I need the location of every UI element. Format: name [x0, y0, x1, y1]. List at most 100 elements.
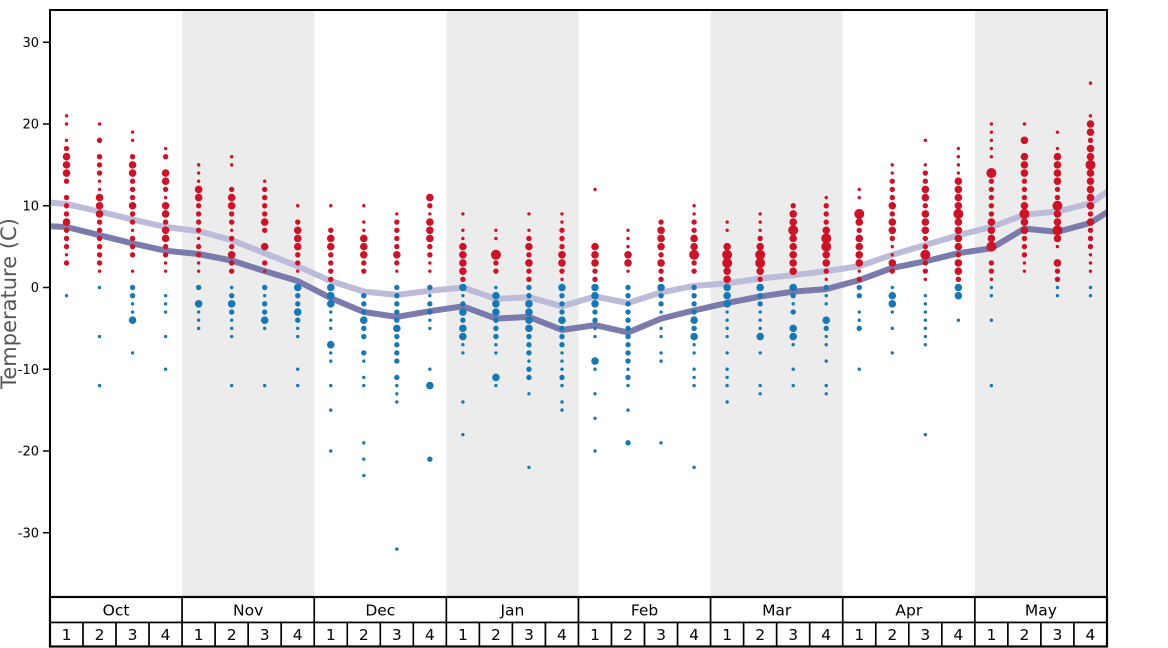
- min-temp-dot: [526, 350, 532, 356]
- max-temp-dot: [394, 219, 400, 225]
- week-label: 2: [227, 626, 237, 644]
- max-temp-dot: [788, 225, 799, 236]
- min-temp-dot: [923, 343, 928, 347]
- max-temp-dot: [426, 218, 434, 226]
- month-cell: [577, 596, 712, 624]
- min-temp-dot: [560, 400, 564, 404]
- min-temp-dot: [559, 325, 565, 332]
- min-temp-dot: [494, 351, 498, 355]
- max-temp-dot: [1021, 235, 1028, 242]
- min-temp-dot: [692, 375, 696, 380]
- min-temp-dot: [725, 318, 729, 322]
- min-temp-dot: [394, 342, 400, 348]
- min-temp-dot: [130, 310, 135, 314]
- min-temp-dot: [822, 316, 831, 325]
- max-temp-dot: [593, 187, 597, 192]
- max-temp-dot: [428, 212, 432, 216]
- max-temp-dot: [559, 268, 565, 274]
- min-temp-dot: [326, 283, 335, 292]
- max-temp-dot: [130, 228, 135, 232]
- min-temp-dot: [824, 392, 828, 396]
- max-temp-dot: [889, 194, 895, 201]
- max-temp-dot: [95, 210, 104, 218]
- min-temp-dot: [954, 283, 963, 292]
- max-temp-dot: [855, 251, 864, 259]
- week-label: 1: [722, 626, 732, 644]
- max-temp-dot: [626, 236, 630, 241]
- max-temp-dot: [888, 201, 897, 210]
- max-temp-dot: [920, 249, 931, 260]
- max-temp-dot: [63, 243, 70, 250]
- max-temp-dot: [1054, 268, 1061, 274]
- min-temp-dot: [592, 309, 598, 315]
- max-temp-dot: [1086, 193, 1095, 202]
- max-temp-dot: [162, 243, 169, 250]
- max-temp-dot: [296, 269, 300, 273]
- min-temp-dot: [459, 332, 467, 341]
- min-temp-dot: [296, 383, 300, 388]
- min-temp-dot: [625, 292, 631, 299]
- max-temp-dot: [657, 234, 665, 243]
- min-temp-dot: [361, 325, 367, 332]
- min-temp-dot: [725, 334, 729, 339]
- week-label: 1: [458, 626, 468, 644]
- min-temp-dot: [163, 310, 168, 314]
- max-temp-dot: [789, 210, 798, 218]
- min-temp-dot: [394, 309, 400, 315]
- max-temp-dot: [1086, 177, 1095, 186]
- min-temp-dot: [758, 318, 762, 322]
- min-temp-dot: [494, 343, 498, 347]
- max-temp-dot: [461, 212, 465, 216]
- min-temp-dot: [459, 324, 467, 333]
- min-temp-dot: [823, 325, 829, 332]
- max-temp-dot: [63, 145, 70, 152]
- min-temp-dot: [526, 333, 532, 340]
- max-temp-dot: [1020, 201, 1029, 210]
- week-cell: [1073, 621, 1108, 648]
- max-temp-dot: [328, 252, 334, 258]
- min-temp-dot: [758, 392, 762, 396]
- max-temp-dot: [428, 269, 432, 273]
- max-temp-dot: [128, 161, 137, 169]
- max-temp-dot: [756, 267, 764, 275]
- month-label: May: [1025, 601, 1057, 619]
- max-temp-dot: [1021, 178, 1028, 184]
- max-temp-dot: [757, 235, 763, 242]
- max-temp-dot: [890, 171, 894, 175]
- min-temp-dot: [989, 285, 994, 290]
- max-temp-dot: [921, 218, 930, 226]
- min-temp-dot: [692, 383, 696, 388]
- min-temp-dot: [824, 293, 828, 298]
- max-temp-dot: [228, 186, 235, 193]
- max-temp-dot: [195, 211, 202, 217]
- max-temp-dot: [890, 244, 894, 249]
- min-temp-dot: [460, 317, 466, 323]
- max-temp-dot: [494, 228, 498, 232]
- max-temp-dot: [1087, 211, 1094, 217]
- max-temp-dot: [923, 163, 928, 167]
- max-temp-dot: [459, 251, 467, 259]
- week-cell: [445, 621, 481, 648]
- min-temp-dot: [954, 291, 963, 300]
- min-temp-dot: [560, 383, 564, 388]
- max-temp-dot: [923, 138, 928, 143]
- min-temp-dot: [262, 301, 268, 307]
- month-label: Dec: [365, 601, 395, 619]
- max-temp-dot: [1055, 244, 1060, 249]
- min-temp-dot: [527, 392, 531, 396]
- week-label: 1: [326, 626, 336, 644]
- min-temp-dot: [757, 301, 763, 307]
- min-temp-dot: [691, 301, 697, 307]
- max-temp-dot: [196, 269, 201, 273]
- min-temp-dot: [329, 449, 333, 453]
- max-temp-dot: [64, 122, 69, 126]
- max-temp-dot: [988, 194, 995, 201]
- max-temp-dot: [359, 251, 368, 259]
- max-temp-dot: [953, 208, 964, 219]
- min-temp-dot: [591, 357, 599, 365]
- min-temp-dot: [461, 432, 465, 437]
- max-temp-dot: [96, 137, 103, 144]
- min-temp-dot: [492, 291, 500, 300]
- max-temp-dot: [262, 186, 268, 193]
- min-temp-dot: [625, 301, 631, 307]
